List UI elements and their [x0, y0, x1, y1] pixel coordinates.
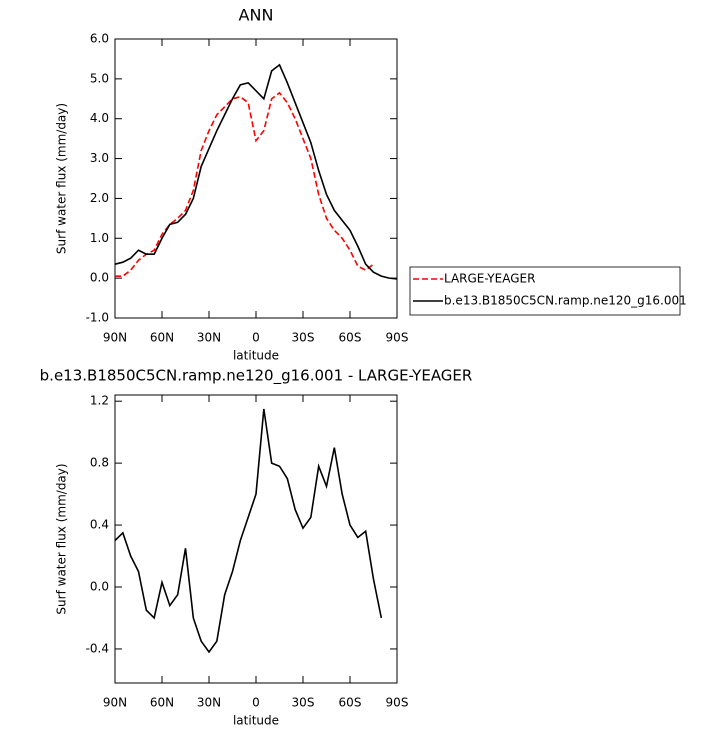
y-tick-label: 1.2	[90, 394, 109, 408]
chart-title: ANN	[239, 6, 274, 25]
y-tick-label: 6.0	[90, 32, 109, 46]
y-tick-label: 0.8	[90, 456, 109, 470]
legend-box	[409, 266, 681, 316]
x-tick-label: 60S	[339, 331, 362, 345]
y-tick-label: 1.0	[90, 231, 109, 245]
x-axis-label: latitude	[233, 349, 279, 363]
x-tick-label: 30S	[292, 331, 315, 345]
x-tick-label: 30N	[197, 696, 221, 710]
y-axis-label: Surf water flux (mm/day)	[55, 103, 69, 254]
x-tick-label: 30S	[292, 696, 315, 710]
chart-title: b.e13.B1850C5CN.ramp.ne120_g16.001 - LAR…	[40, 367, 473, 386]
plot-frame	[114, 38, 398, 319]
y-tick-label: 0.4	[90, 518, 109, 532]
y-tick-label: 5.0	[90, 71, 109, 85]
data-line	[114, 408, 383, 654]
data-line	[115, 91, 374, 277]
data-line	[114, 63, 398, 280]
legend-label: b.e13.B1850C5CN.ramp.ne120_g16.001	[444, 294, 687, 308]
x-tick-label: 0	[252, 331, 260, 345]
y-tick-label: 0.0	[90, 580, 109, 594]
x-tick-label: 90S	[386, 331, 409, 345]
x-tick-label: 0	[252, 696, 260, 710]
y-tick-label: 4.0	[90, 111, 109, 125]
x-tick-label: 60S	[339, 696, 362, 710]
y-tick-label: 3.0	[90, 151, 109, 165]
y-tick-label: -0.4	[86, 641, 109, 655]
y-tick-label: 0.0	[90, 271, 109, 285]
x-tick-label: 90S	[386, 696, 409, 710]
x-tick-label: 30N	[197, 331, 221, 345]
x-axis-label: latitude	[233, 714, 279, 728]
y-tick-label: 2.0	[90, 191, 109, 205]
x-tick-label: 60N	[150, 696, 174, 710]
plot-frame	[114, 394, 398, 684]
y-axis-label: Surf water flux (mm/day)	[55, 463, 69, 614]
x-tick-label: 90N	[103, 696, 127, 710]
y-tick-label: -1.0	[86, 311, 109, 325]
x-tick-label: 60N	[150, 331, 174, 345]
legend-label: LARGE-YEAGER	[444, 272, 535, 286]
x-tick-label: 90N	[103, 331, 127, 345]
